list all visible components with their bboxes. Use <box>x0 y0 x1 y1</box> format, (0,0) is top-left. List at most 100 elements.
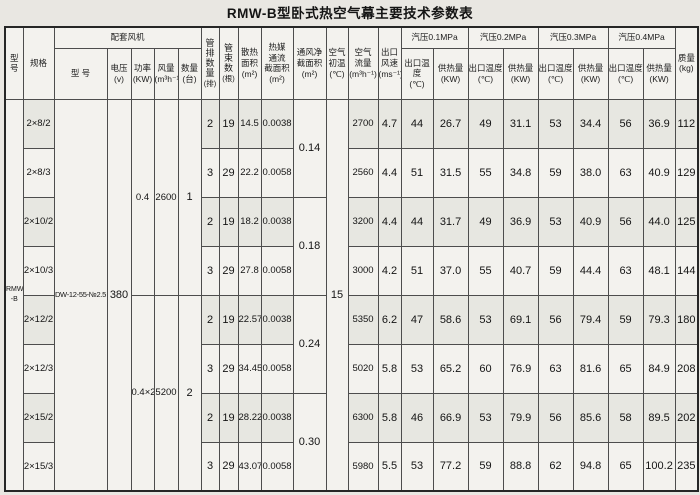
cell-p4-heat: 44.0 <box>642 196 676 247</box>
header-vent-area: 通风净 截面积 (m²) <box>292 26 327 100</box>
cell-p4-temp: 63 <box>607 245 644 296</box>
cell-spec: 2×12/3 <box>22 343 55 394</box>
cell-spec: 2×10/2 <box>22 196 55 247</box>
cell-p1-heat: 26.7 <box>432 98 469 149</box>
cell-p4-temp: 59 <box>607 294 644 345</box>
header-fan-model: 型 号 <box>53 47 108 100</box>
cell-p3-temp: 62 <box>537 441 574 492</box>
cell-p1-heat: 65.2 <box>432 343 469 394</box>
cell-p2-heat: 76.9 <box>502 343 539 394</box>
cell-spec: 2×8/3 <box>22 147 55 198</box>
header-sub-row: 型 号 电压 (v) 功率 (KW) 风量 (m³h⁻¹) 数量 (台) 出口温… <box>5 47 698 100</box>
cell-p3-temp: 59 <box>537 147 574 198</box>
cell-air-volume: 6300 <box>347 392 379 443</box>
cell-heat-area: 18.2 <box>237 196 262 247</box>
cell-vent-area: 0.18 <box>292 196 327 296</box>
cell-tube-rows: 3 <box>200 245 220 296</box>
cell-tubes: 29 <box>218 441 239 492</box>
cell-heat-area: 28.22 <box>237 392 262 443</box>
cell-p4-heat: 79.3 <box>642 294 676 345</box>
cell-p3-heat: 94.8 <box>572 441 609 492</box>
cell-heat-area: 27.8 <box>237 245 262 296</box>
cell-spec: 2×10/3 <box>22 245 55 296</box>
cell-p4-heat: 36.9 <box>642 98 676 149</box>
cell-p2-temp: 55 <box>467 245 504 296</box>
header-init-temp: 空气 初温 (℃) <box>325 26 349 100</box>
cell-p4-temp: 65 <box>607 343 644 394</box>
cell-p2-temp: 60 <box>467 343 504 394</box>
cell-spec: 2×8/2 <box>22 98 55 149</box>
cell-p2-temp: 55 <box>467 147 504 198</box>
cell-media-area: 0.0058 <box>260 245 294 296</box>
cell-p1-heat: 37.0 <box>432 245 469 296</box>
cell-p2-temp: 49 <box>467 196 504 247</box>
cell-p3-heat: 40.9 <box>572 196 609 247</box>
table-row: 2×15/2 2 19 28.22 0.0038 0.30 6300 5.8 4… <box>5 392 699 492</box>
cell-vent-area: 0.14 <box>292 98 327 198</box>
cell-tubes: 29 <box>218 343 239 394</box>
page-title: RMW-B型卧式热空气幕主要技术参数表 <box>226 6 474 21</box>
cell-tube-rows: 3 <box>200 147 220 198</box>
cell-airflow: 2600 <box>153 98 179 296</box>
cell-out-speed: 4.4 <box>377 147 402 198</box>
cell-p1-temp: 51 <box>400 245 434 296</box>
header-media-area: 热媒 通流 截面积 (m²) <box>260 26 294 100</box>
cell-tube-rows: 2 <box>200 392 220 443</box>
cell-p4-heat: 40.9 <box>642 147 676 198</box>
cell-air-volume: 3000 <box>347 245 379 296</box>
header-out-speed: 出口 风速 (ms⁻¹) <box>377 26 402 100</box>
parameters-table: 型号 规格 配套风机 管排数量 (排) 管束数 (根) 散热 面积 (m²) 热媒 … <box>4 26 700 492</box>
cell-p1-temp: 47 <box>400 294 434 345</box>
cell-spec: 2×15/2 <box>22 392 55 443</box>
cell-p2-temp: 49 <box>467 98 504 149</box>
cell-tube-rows: 2 <box>200 98 220 149</box>
cell-spec: 2×15/3 <box>22 441 55 492</box>
cell-p4-temp: 56 <box>607 196 644 247</box>
cell-mass: 235 <box>674 441 699 492</box>
cell-p2-temp: 59 <box>467 441 504 492</box>
cell-out-speed: 4.2 <box>377 245 402 296</box>
cell-airflow: 5200 <box>153 294 179 492</box>
cell-p2-heat: 34.8 <box>502 147 539 198</box>
cell-air-volume: 5980 <box>347 441 379 492</box>
cell-media-area: 0.0058 <box>260 343 294 394</box>
cell-tube-rows: 2 <box>200 196 220 247</box>
cell-p1-temp: 53 <box>400 441 434 492</box>
cell-tubes: 19 <box>218 98 239 149</box>
header-pressure-0.2: 汽压0.2MPa <box>467 26 539 49</box>
cell-p3-temp: 63 <box>537 343 574 394</box>
cell-mass: 112 <box>674 98 699 149</box>
cell-mass: 180 <box>674 294 699 345</box>
cell-p3-temp: 56 <box>537 392 574 443</box>
cell-p2-heat: 79.9 <box>502 392 539 443</box>
cell-p3-heat: 34.4 <box>572 98 609 149</box>
cell-p1-temp: 46 <box>400 392 434 443</box>
cell-tubes: 29 <box>218 245 239 296</box>
header-heat-supply-0.4: 供热量 (KW) <box>642 47 676 100</box>
cell-tubes: 19 <box>218 196 239 247</box>
cell-media-area: 0.0038 <box>260 196 294 247</box>
header-air-volume: 空气 流量 (m³h⁻¹) <box>347 26 379 100</box>
cell-out-speed: 6.2 <box>377 294 402 345</box>
table-row: 2×8/3 3 29 22.2 0.0058 2560 4.4 51 31.5 … <box>5 147 699 198</box>
cell-p3-temp: 53 <box>537 98 574 149</box>
cell-p1-heat: 31.5 <box>432 147 469 198</box>
cell-p2-temp: 53 <box>467 392 504 443</box>
table-row: 2×10/2 2 19 18.2 0.0038 0.18 3200 4.4 44… <box>5 196 699 296</box>
cell-p3-heat: 38.0 <box>572 147 609 198</box>
cell-tube-rows: 3 <box>200 441 220 492</box>
header-pressure-0.4: 汽压0.4MPa <box>607 26 676 49</box>
header-heat-supply-0.1: 供热量 (KW) <box>432 47 469 100</box>
cell-mass: 125 <box>674 196 699 247</box>
cell-media-area: 0.0058 <box>260 147 294 198</box>
cell-p1-heat: 31.7 <box>432 196 469 247</box>
header-qty: 数量 (台) <box>177 47 202 100</box>
cell-air-volume: 2700 <box>347 98 379 149</box>
cell-p1-temp: 44 <box>400 98 434 149</box>
cell-p4-heat: 48.1 <box>642 245 676 296</box>
table-row: RMW -B 2×8/2 DW-12-55-№2.5 380 0.4 2600 … <box>4 98 699 492</box>
header-heat-supply-0.3: 供热量 (KW) <box>572 47 609 100</box>
cell-mass: 144 <box>674 245 699 296</box>
cell-p2-temp: 53 <box>467 294 504 345</box>
